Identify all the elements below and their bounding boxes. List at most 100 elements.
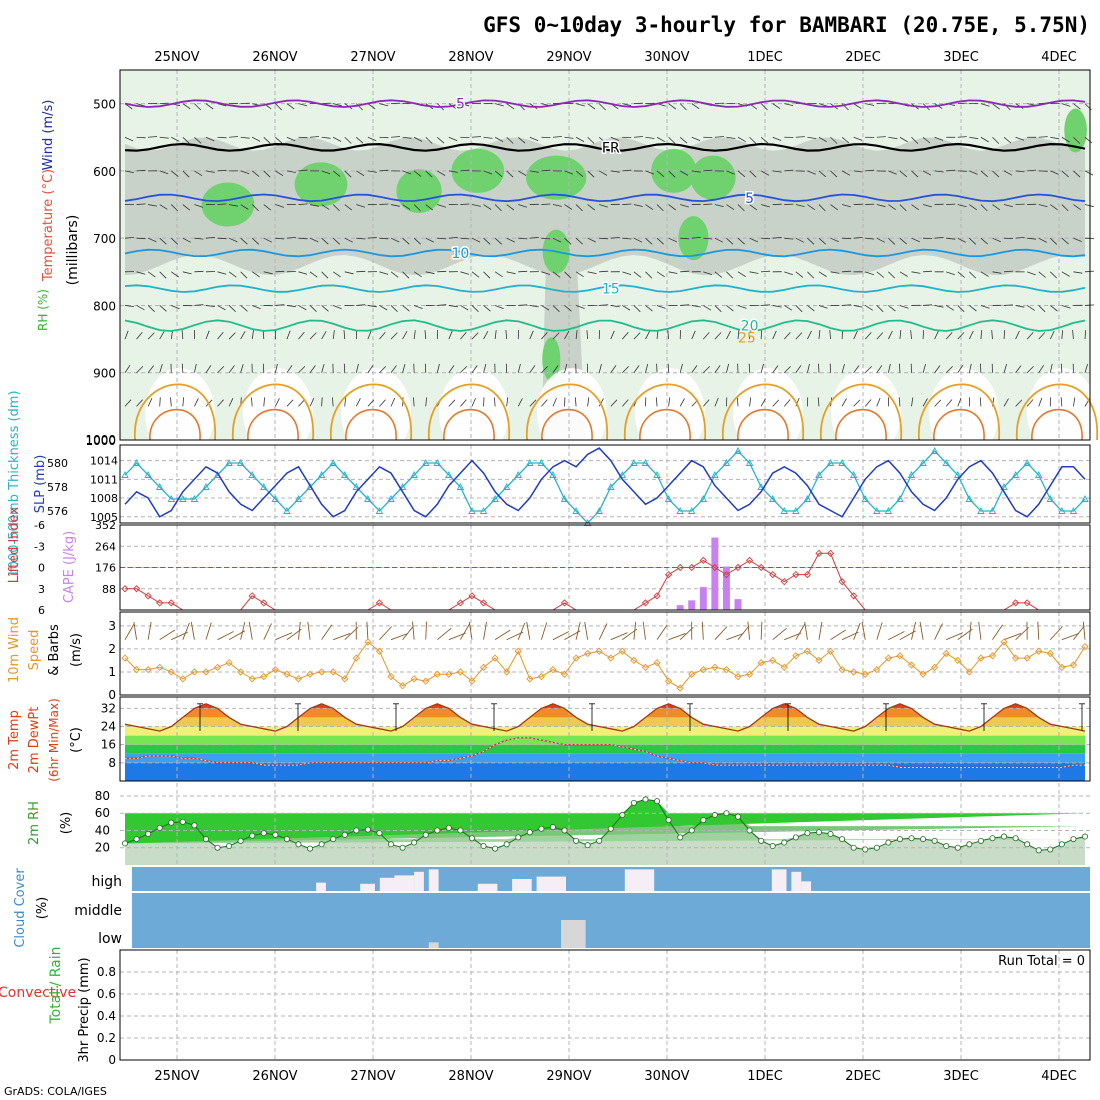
wind-barb <box>783 332 791 340</box>
wind-barb <box>598 136 607 144</box>
y-tick-label-wind: 3 <box>108 619 116 633</box>
wind-barb <box>413 237 422 245</box>
wind-barb <box>181 363 184 373</box>
wind-barb <box>807 330 812 340</box>
rh-marker <box>307 845 314 852</box>
wind-barb <box>922 136 931 144</box>
wind-speed-marker <box>1000 638 1008 646</box>
thickness-marker <box>202 483 210 490</box>
wind-barb <box>240 204 249 210</box>
rh-marker <box>989 835 996 842</box>
cloud-gap <box>414 871 424 891</box>
wind-barb <box>425 237 434 243</box>
rh-marker <box>746 827 753 834</box>
wind-barb-10m <box>460 623 470 640</box>
wind-barb <box>518 204 528 208</box>
wind-barb <box>714 332 722 340</box>
wind-barb <box>367 365 374 373</box>
wind-barb <box>726 305 734 312</box>
rh-marker <box>133 836 140 843</box>
wind-barb <box>645 170 655 175</box>
precip-frame <box>119 949 1091 1061</box>
wind-barb <box>830 204 839 211</box>
wind-barb-10m <box>321 624 333 640</box>
wind-barb-10m <box>217 631 234 641</box>
wind-barb <box>587 170 595 178</box>
temp-warm-fill <box>125 703 1085 709</box>
y-tick-label: 800 <box>93 299 116 313</box>
wind-barb <box>460 305 469 311</box>
y-tick-label-li: -3 <box>34 540 45 553</box>
ylabel-cloud-cover: Cloud Cover <box>13 868 28 948</box>
wind-barb <box>564 363 568 373</box>
wind-barb <box>703 332 710 340</box>
wind-barb-10m <box>919 621 924 640</box>
x-tick-label-top: 25NOV <box>154 50 199 65</box>
wind-barb-10m <box>379 626 393 640</box>
wind-barb <box>379 271 389 275</box>
cloud-layer-middle <box>132 893 1090 920</box>
wind-barb <box>668 271 678 274</box>
wind-speed-marker <box>942 649 950 658</box>
wind-barb <box>645 330 651 340</box>
rh-marker <box>607 825 614 832</box>
wind-barb <box>575 305 585 309</box>
rh-marker <box>630 799 637 806</box>
wind-barb <box>263 136 271 144</box>
wind-barb <box>772 103 781 110</box>
thickness-marker <box>398 483 407 490</box>
wind-speed-marker <box>884 654 893 662</box>
wind-barb <box>1049 363 1053 373</box>
wind-barb <box>610 330 615 340</box>
wind-barb <box>691 103 700 110</box>
wind-barb <box>622 305 631 311</box>
cloud-gap <box>536 876 566 891</box>
wind-barb <box>830 170 838 178</box>
wind-barb <box>367 237 377 239</box>
y-tick-label-wind: 2 <box>108 642 116 656</box>
wind-barb <box>217 103 227 107</box>
thickness-marker <box>896 495 904 502</box>
wind-barb <box>1038 305 1046 313</box>
wind-barb <box>645 363 649 373</box>
wind-barb <box>795 332 803 340</box>
li-marker <box>699 556 707 565</box>
thickness-marker <box>260 483 268 490</box>
wind-barb <box>483 204 492 210</box>
thickness-marker <box>225 459 233 466</box>
wind-barb <box>957 204 967 208</box>
wind-barb <box>622 366 629 374</box>
wind-barb <box>876 332 884 340</box>
rh-marker <box>943 843 950 850</box>
wind-barb <box>1073 204 1082 211</box>
wind-barb <box>853 103 862 109</box>
rh-marker <box>896 836 903 843</box>
cloud-gap <box>771 869 787 891</box>
y-tick-label-slp: 1014 <box>90 455 118 468</box>
li-marker <box>850 592 858 600</box>
x-tick-label-bottom: 26NOV <box>252 1069 297 1084</box>
x-tick-label-top: 4DEC <box>1041 50 1077 65</box>
isotherm-25-hoop <box>722 383 804 441</box>
wind-barb <box>252 271 260 278</box>
wind-barb <box>1049 330 1055 340</box>
wind-speed-marker <box>664 677 673 685</box>
isotherm-line <box>124 319 1086 332</box>
wind-barb-10m <box>190 621 195 640</box>
x-tick-label-top: 3DEC <box>943 50 979 65</box>
rh-marker <box>191 822 198 829</box>
wind-barb <box>876 136 886 138</box>
wind-barb <box>841 170 851 176</box>
cloud-cover-panel: high middle low <box>74 867 1090 948</box>
wind-barb <box>1026 399 1034 407</box>
wind-barb <box>655 397 658 407</box>
wind-barb <box>518 270 528 273</box>
wind-barb <box>633 332 641 340</box>
wind-barb <box>957 397 962 407</box>
temp-warm-fill <box>125 717 1085 727</box>
wind-barb <box>240 271 248 279</box>
wind-barb <box>1038 237 1047 243</box>
rh-marker <box>376 830 383 837</box>
temp-color-band <box>125 753 1085 763</box>
thickness-marker <box>526 459 534 466</box>
